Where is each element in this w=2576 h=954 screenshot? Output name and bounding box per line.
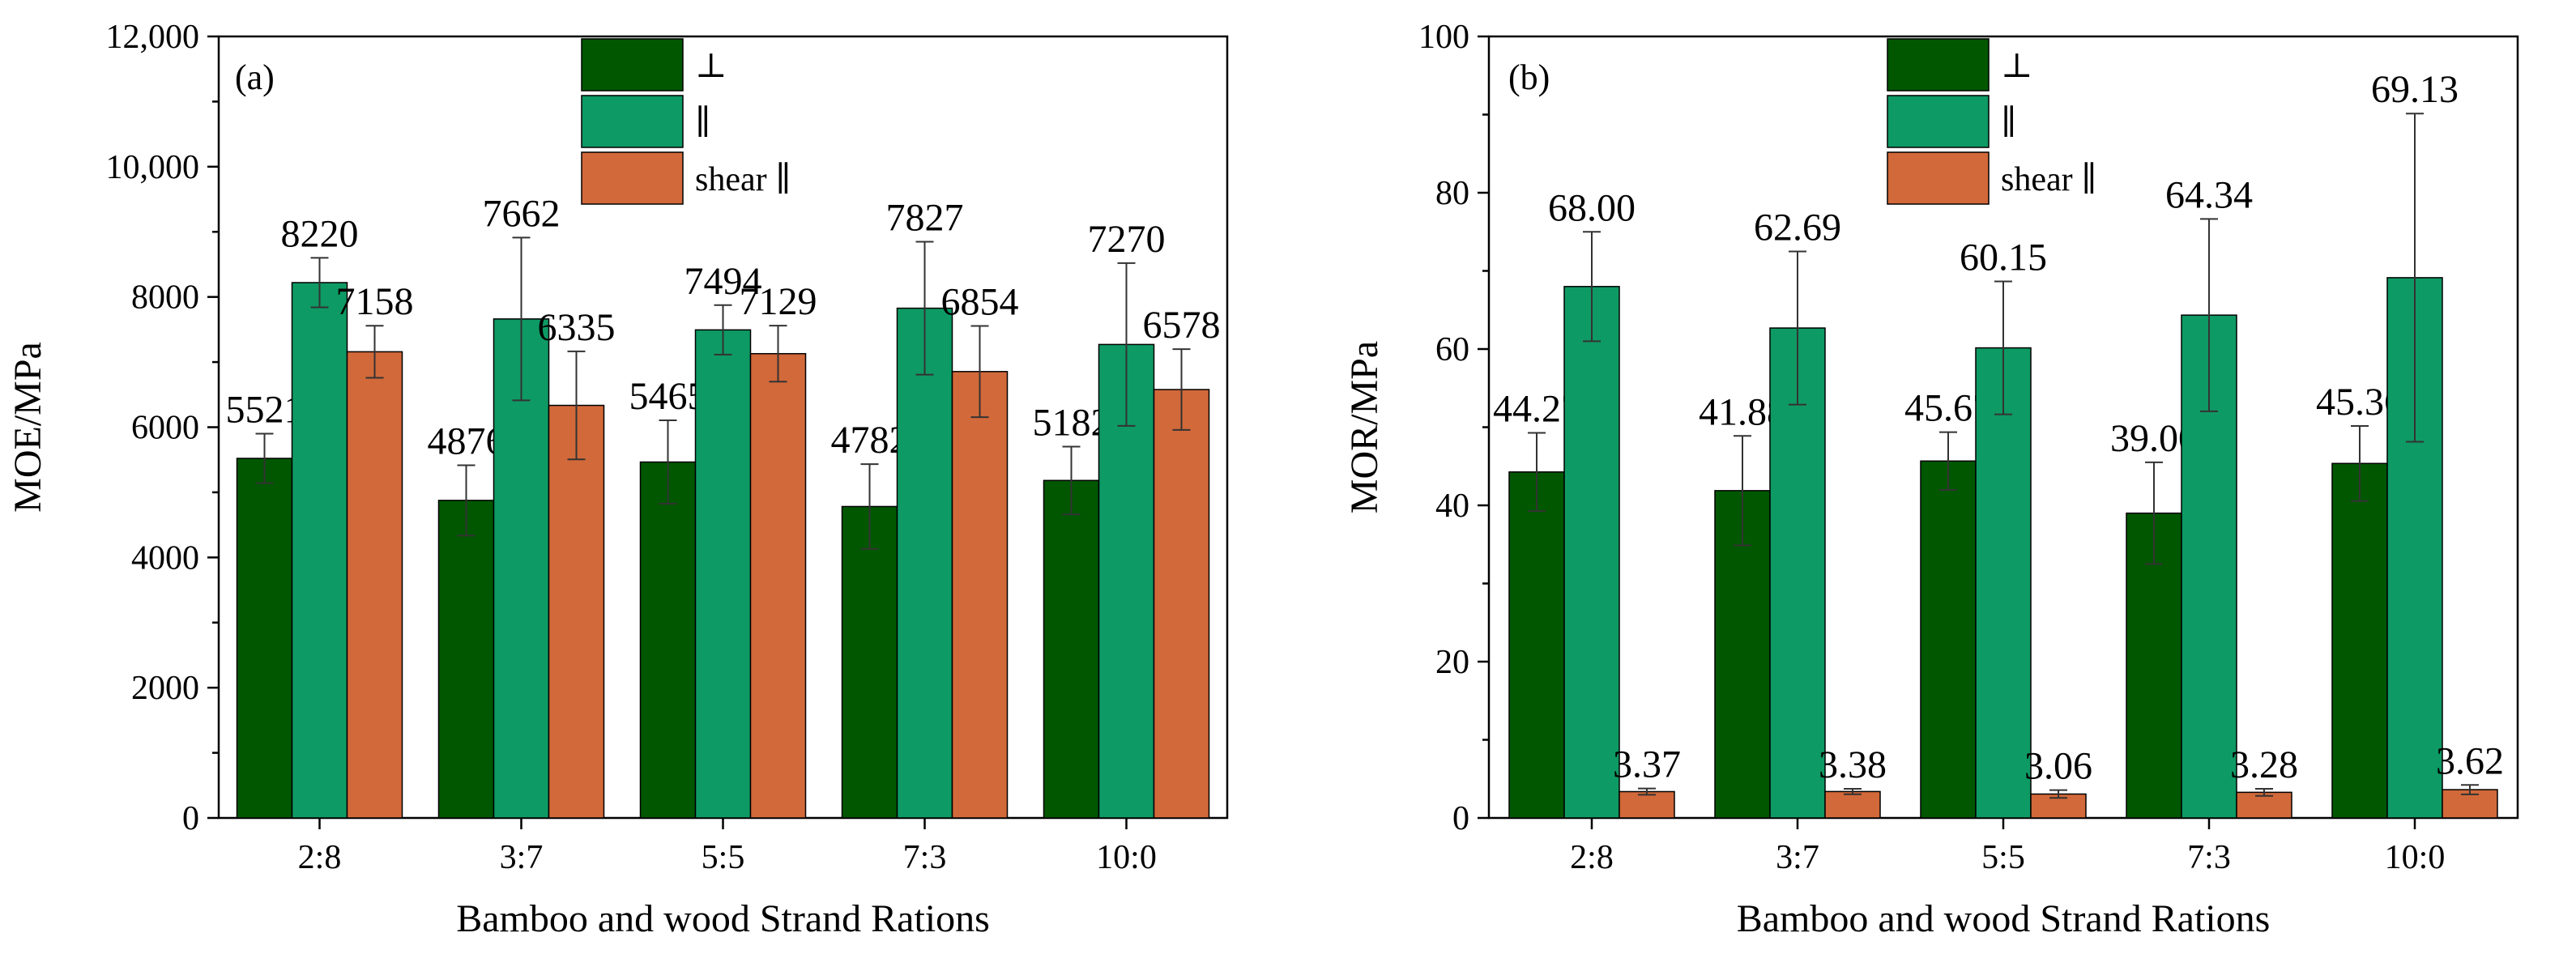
data-label: 6578: [1143, 304, 1221, 347]
bar-perp: [1043, 479, 1100, 819]
bar-perp: [2331, 462, 2388, 819]
y-axis-label: MOR/MPa: [1343, 341, 1386, 513]
bar-shear: [1619, 790, 1675, 819]
data-label: 62.69: [1754, 206, 1841, 249]
data-label: 7129: [740, 280, 817, 323]
data-label: 3.62: [2436, 739, 2504, 782]
data-label: 3.37: [1613, 743, 1681, 786]
x-tick-label: 10:0: [1096, 839, 1157, 876]
legend-swatch-perp: [1887, 38, 1990, 92]
bar-perp: [639, 461, 697, 819]
legend-swatch-shear: [581, 151, 684, 205]
bar-par: [1975, 347, 2032, 819]
legend-label: shear ∥: [2001, 161, 2097, 198]
x-tick-label: 2:8: [1570, 839, 1614, 876]
x-tick-label: 3:7: [500, 839, 544, 876]
legend-label: shear ∥: [695, 161, 791, 198]
panel-label: (a): [235, 57, 275, 97]
panel-b-chart: 0 20 40 60 80 100 MOR/MPa Bamboo and wood Stran…: [1343, 19, 2519, 940]
bar-perp: [236, 458, 293, 819]
bar-shear: [1824, 790, 1881, 819]
legend-swatch-shear: [1887, 151, 1990, 205]
data-label: 68.00: [1548, 186, 1636, 229]
bar-perp: [1920, 460, 1977, 819]
x-tick-label: 7:3: [903, 839, 947, 876]
legend-label: ⊥: [2001, 48, 2033, 85]
legend-label: ∥: [695, 104, 710, 142]
x-tick-label: 5:5: [702, 839, 745, 876]
legend-swatch-par: [1887, 95, 1990, 148]
bar-shear: [548, 404, 605, 819]
x-tick-label: 7:3: [2187, 839, 2231, 876]
data-label: 5521: [226, 388, 304, 431]
data-label: 4876: [428, 420, 505, 462]
data-label: 7827: [886, 197, 964, 240]
y-tick-label: 100: [1418, 19, 1469, 56]
y-tick-label: 12,000: [106, 19, 200, 56]
y-tick-label: 20: [1435, 644, 1469, 681]
x-axis-label: Bamboo and wood Strand Rations: [1737, 897, 2271, 940]
data-label: 6335: [538, 306, 616, 349]
bar-par: [896, 307, 953, 819]
data-label: 8220: [281, 212, 359, 255]
bar-perp: [841, 505, 898, 819]
data-label: 69.13: [2371, 68, 2459, 111]
x-tick-label: 2:8: [298, 839, 342, 876]
x-tick-label: 10:0: [2385, 839, 2446, 876]
y-tick-label: 2000: [131, 670, 199, 707]
y-axis-label: MOE/MPa: [6, 342, 49, 513]
data-label: 7494: [685, 260, 762, 303]
bar-par: [1563, 286, 1620, 819]
data-label: 4782: [831, 419, 909, 462]
y-tick-label: 0: [182, 800, 199, 837]
data-label: 7158: [336, 280, 414, 323]
x-axis-label: Bamboo and wood Strand Rations: [456, 897, 990, 940]
data-label: 3.28: [2230, 743, 2298, 786]
bar-shear: [1153, 389, 1210, 819]
bar-shear: [951, 371, 1009, 819]
panel-label: (b): [1508, 57, 1550, 97]
bar-shear: [749, 352, 807, 819]
y-tick-label: 80: [1435, 175, 1469, 212]
bar-par: [694, 329, 752, 819]
y-tick-label: 0: [1452, 800, 1469, 837]
y-tick-label: 10,000: [106, 149, 200, 186]
data-label: 6854: [941, 281, 1019, 324]
data-label: 5465: [629, 375, 707, 418]
bar-perp: [437, 500, 495, 819]
bar-par: [291, 282, 348, 819]
data-label: 7270: [1088, 218, 1166, 261]
data-label: 64.34: [2165, 173, 2253, 216]
legend-swatch-perp: [581, 38, 684, 92]
y-tick-label: 6000: [131, 410, 199, 447]
legend-label: ⊥: [695, 48, 727, 85]
y-tick-label: 8000: [131, 279, 199, 317]
data-label: 5182: [1033, 401, 1111, 444]
legend-label: ∥: [2001, 104, 2016, 142]
panel-a-chart: 0 2000 4000 6000 8000 10,000 12,000 MOE/MPa Bamb…: [6, 19, 1229, 940]
x-tick-label: 3:7: [1776, 839, 1819, 876]
y-tick-label: 40: [1435, 488, 1469, 525]
data-label: 3.38: [1819, 743, 1887, 786]
y-tick-label: 60: [1435, 331, 1469, 368]
bar-perp: [1508, 471, 1565, 819]
legend-swatch-par: [581, 95, 684, 148]
x-tick-label: 5:5: [1981, 839, 2025, 876]
data-label: 60.15: [1960, 236, 2047, 279]
data-label: 7662: [483, 192, 561, 235]
data-label: 3.06: [2024, 745, 2092, 788]
bar-shear: [346, 351, 403, 819]
y-tick-label: 4000: [131, 539, 199, 577]
